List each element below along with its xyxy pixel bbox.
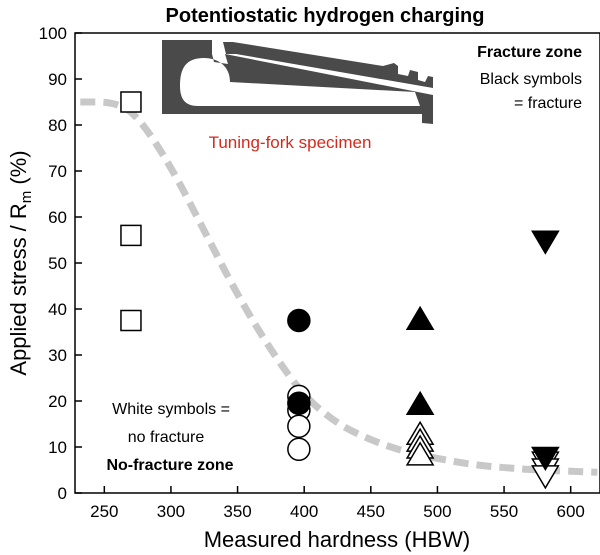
x-tick-label: 450 [357,502,385,521]
annotation-no-fracture-zone: No-fracture zone [106,457,233,474]
y-tick-label: 40 [48,300,67,319]
x-tick-label: 250 [90,502,118,521]
y-tick-label: 70 [48,162,67,181]
y-tick-label: 10 [48,438,67,457]
annotation-white-no-fracture: no fracture [128,429,205,446]
y-axis-label-subscript: m [18,191,35,204]
y-tick-label: 80 [48,116,67,135]
data-point-circle-black [287,391,311,416]
annotation-white-symbols: White symbols = [112,401,230,418]
data-point-square-white [120,224,142,247]
data-point-triangle-down-black [531,446,560,471]
data-point-triangle-down-black [531,230,560,255]
data-point-triangle-up-white [405,441,435,466]
x-tick-label: 600 [556,502,584,521]
x-tick-label: 550 [490,502,518,521]
y-axis-ticks: 0 10 20 30 40 50 60 70 80 90 100 [39,24,82,503]
chart-title: Potentiostatic hydrogen charging [166,5,485,27]
y-tick-label: 100 [39,24,67,43]
specimen-body [162,40,433,124]
data-point-circle-black [287,308,311,333]
y-axis-label: Applied stress / Rm (%) [6,150,35,375]
specimen-upper-arm [223,42,433,88]
data-points [120,91,560,490]
data-point-circle-white [287,437,311,462]
y-tick-label: 30 [48,346,67,365]
y-tick-label: 90 [48,70,67,89]
y-tick-label: 20 [48,392,67,411]
x-axis-ticks: 250 300 350 400 450 500 550 600 [90,486,585,521]
y-tick-label: 50 [48,254,67,273]
annotation-black-symbols: Black symbols [480,71,582,88]
specimen-label: Tuning-fork specimen [209,133,372,152]
y-tick-label: 60 [48,208,67,227]
y-tick-label: 0 [58,484,67,503]
annotation-fracture-zone: Fracture zone [477,44,582,61]
y-axis-label-unit: (%) [6,150,31,190]
data-point-square-white [120,309,142,332]
data-point-triangle-up-black [405,305,435,330]
data-point-square-white [120,91,142,113]
x-tick-label: 300 [157,502,185,521]
data-point-circle-white [287,414,311,439]
x-tick-label: 350 [223,502,251,521]
x-tick-label: 500 [423,502,451,521]
x-axis-label: Measured hardness (HBW) [204,527,471,552]
y-axis-label-main: Applied stress / R [6,203,31,375]
data-point-triangle-up-black [405,390,435,416]
specimen-drawing [162,40,433,124]
x-tick-label: 400 [290,502,318,521]
annotation-black-fracture: = fracture [514,95,582,112]
